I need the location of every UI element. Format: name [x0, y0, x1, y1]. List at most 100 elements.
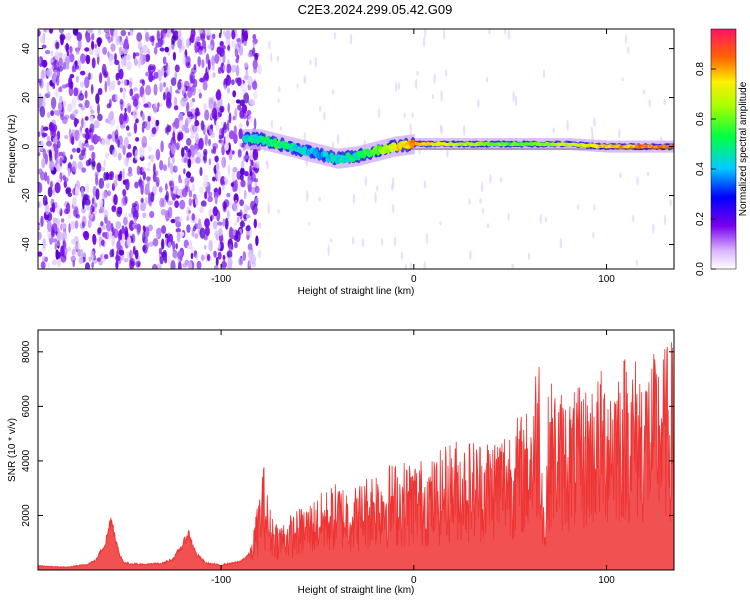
noise-speck: [77, 248, 82, 257]
noise-speck: [44, 171, 48, 182]
noise-speck: [89, 105, 93, 110]
noise-speck: [241, 82, 247, 95]
noise-speck: [51, 259, 58, 266]
faint-speck: [411, 112, 414, 118]
faint-speck: [327, 244, 330, 257]
faint-speck: [477, 98, 480, 108]
noise-speck: [198, 137, 204, 150]
noise-speck: [212, 72, 216, 78]
heatmap-ytick-label: 40: [21, 43, 32, 55]
noise-speck: [159, 160, 164, 171]
noise-speck: [221, 145, 225, 156]
noise-speck: [42, 148, 47, 159]
noise-speck: [129, 249, 133, 261]
noise-speck: [204, 218, 210, 228]
noise-speck: [82, 221, 85, 228]
noise-speck: [84, 132, 90, 141]
noise-speck: [218, 228, 223, 237]
faint-speck: [330, 238, 333, 243]
faint-speck: [409, 123, 412, 135]
snr-xlabel: Height of straight line (km): [298, 585, 415, 596]
noise-speck: [204, 72, 210, 82]
noise-speck: [155, 148, 161, 161]
noise-speck: [115, 221, 122, 230]
colorbar-gradient: [710, 28, 737, 270]
faint-speck: [489, 174, 492, 184]
noise-speck: [81, 207, 86, 214]
noise-speck: [222, 64, 227, 72]
noise-speck: [221, 121, 224, 126]
noise-speck: [222, 255, 226, 264]
noise-speck: [212, 176, 216, 182]
noise-speck: [52, 238, 58, 243]
noise-speck: [75, 47, 80, 55]
noise-speck: [106, 220, 112, 232]
noise-speck: [132, 109, 138, 119]
noise-speck: [250, 186, 256, 195]
noise-speck: [220, 62, 225, 74]
noise-speck: [124, 226, 129, 238]
noise-speck: [244, 171, 249, 177]
noise-speck: [128, 81, 133, 88]
faint-speck: [364, 176, 367, 187]
noise-speck: [199, 186, 204, 195]
noise-speck: [249, 98, 255, 106]
noise-speck: [102, 46, 107, 55]
noise-speck: [158, 82, 164, 93]
noise-speck: [99, 198, 104, 208]
noise-speck: [120, 79, 124, 84]
faint-speck: [309, 59, 312, 65]
noise-speck: [186, 171, 191, 179]
noise-speck: [126, 236, 132, 247]
noise-speck: [65, 188, 69, 195]
noise-speck: [199, 166, 203, 177]
noise-speck: [59, 95, 63, 104]
snr-frame: [37, 329, 675, 571]
noise-speck: [186, 206, 191, 218]
faint-speck: [504, 29, 507, 36]
noise-speck: [243, 203, 249, 213]
noise-speck: [211, 107, 218, 120]
noise-speck: [91, 151, 96, 161]
noise-speck: [58, 52, 63, 58]
noise-speck: [163, 71, 167, 78]
noise-speck: [145, 71, 149, 77]
noise-speck: [147, 161, 152, 167]
noise-speck: [234, 241, 238, 249]
faint-speck: [423, 180, 427, 189]
noise-speck: [73, 208, 77, 217]
noise-speck: [171, 156, 175, 164]
noise-speck: [110, 43, 116, 52]
faint-speck: [481, 208, 485, 214]
noise-speck: [135, 118, 139, 124]
noise-speck: [96, 162, 102, 173]
noise-speck: [244, 155, 250, 160]
noise-speck: [131, 233, 136, 244]
faint-speck: [481, 181, 484, 193]
noise-speck: [155, 119, 160, 127]
noise-speck: [81, 167, 87, 173]
snr-ytick-label: 4000: [21, 449, 32, 472]
faint-speck: [431, 94, 435, 100]
noise-speck: [223, 84, 227, 91]
noise-speck: [44, 256, 48, 263]
noise-speck: [70, 133, 75, 145]
noise-speck: [99, 236, 103, 242]
noise-speck: [107, 113, 112, 125]
noise-speck: [59, 86, 63, 93]
noise-speck: [227, 102, 230, 113]
chart-title: C2E3.2024.299.05.42.G09: [297, 2, 453, 17]
noise-speck: [235, 99, 241, 104]
noise-speck: [153, 163, 156, 175]
noise-speck: [161, 225, 167, 234]
noise-speck: [198, 92, 202, 99]
noise-speck: [54, 89, 59, 98]
noise-speck: [114, 173, 118, 181]
noise-speck: [211, 33, 216, 40]
noise-speck: [152, 172, 157, 183]
snr-panel: -100 0 100 2000 4000 6000 8000 Height of stra…: [7, 329, 675, 596]
noise-speck: [85, 159, 91, 167]
faint-speck: [593, 117, 596, 128]
noise-speck: [116, 240, 121, 251]
noise-speck: [186, 38, 190, 48]
